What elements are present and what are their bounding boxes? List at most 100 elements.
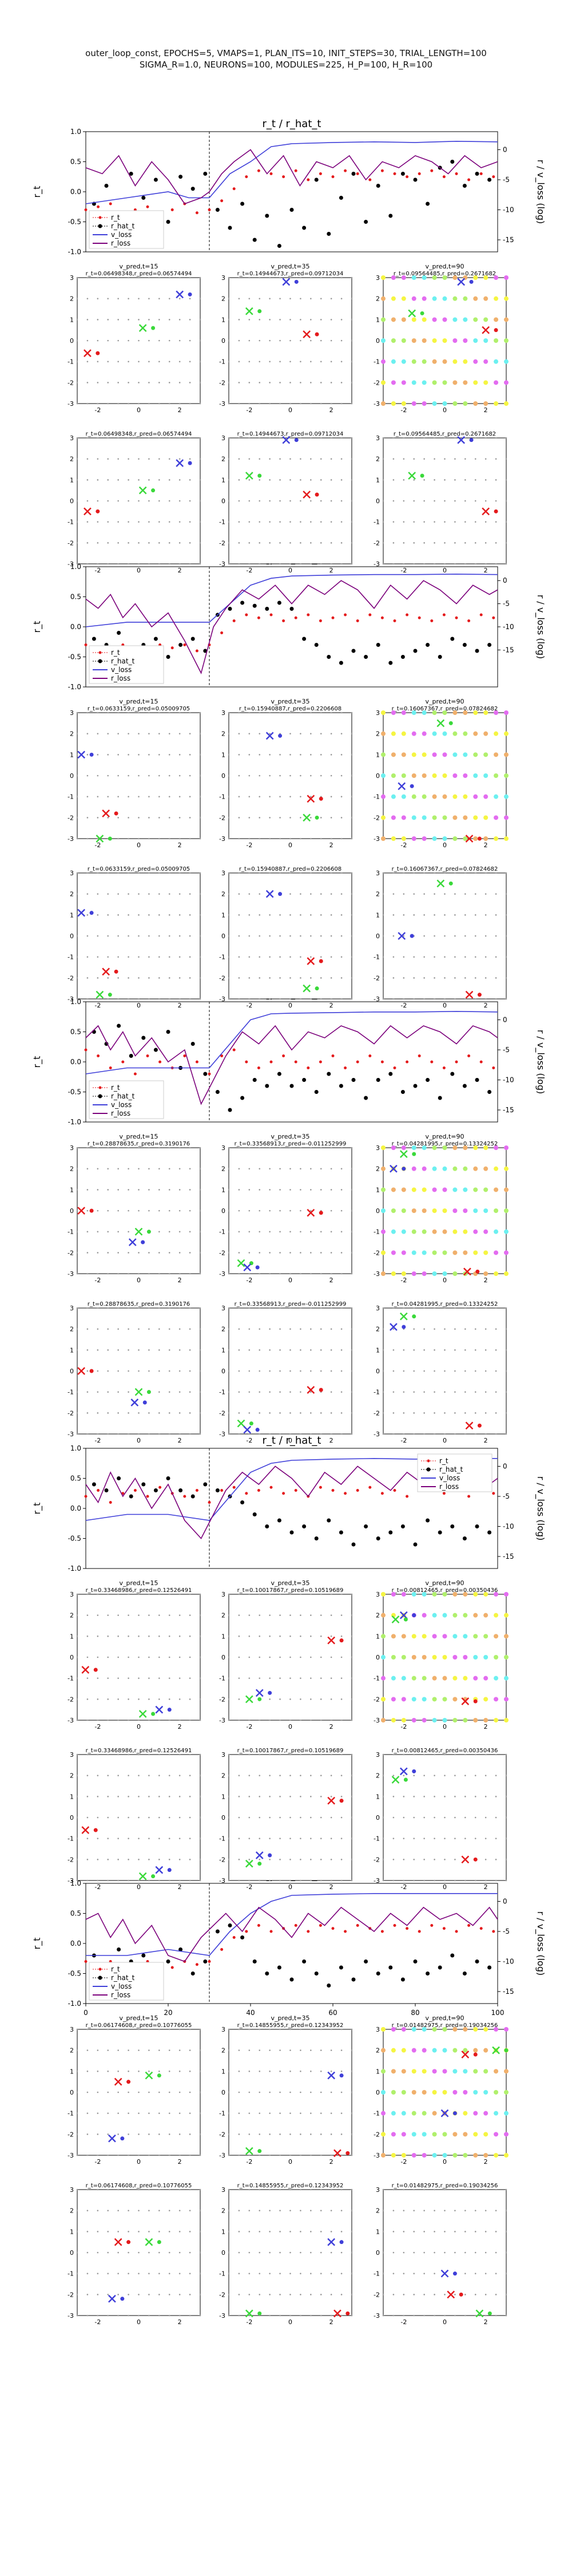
grid-dot bbox=[351, 1412, 353, 1414]
grid-dot bbox=[269, 1210, 271, 1212]
grid-dot bbox=[330, 2251, 332, 2254]
grid-dot bbox=[434, 1370, 435, 1372]
grid-dot bbox=[128, 1656, 129, 1658]
point-r-hat_t bbox=[302, 1078, 307, 1082]
grid-dot bbox=[199, 2314, 201, 2317]
grid-dot bbox=[444, 914, 446, 916]
grid-dot bbox=[158, 1273, 160, 1275]
grid-dot bbox=[279, 1816, 281, 1819]
grid-dot bbox=[310, 2091, 312, 2093]
x-tick-label: 2 bbox=[484, 1883, 488, 1891]
grid-dot bbox=[340, 2231, 343, 2233]
grid-dot bbox=[289, 458, 291, 460]
grid-dot bbox=[148, 479, 150, 481]
goal-dot bbox=[257, 1697, 262, 1701]
agent-x-marker bbox=[138, 1872, 147, 1880]
grid-dot bbox=[117, 1816, 119, 1819]
grid-dot bbox=[228, 2028, 230, 2030]
grid-dot bbox=[138, 1614, 140, 1616]
grid-dot bbox=[128, 1816, 129, 1819]
grid-dot bbox=[505, 1859, 507, 1860]
grid-dot bbox=[434, 1307, 435, 1309]
grid-dot bbox=[117, 298, 119, 299]
grid-dot bbox=[463, 1166, 468, 1171]
grid-dot bbox=[351, 935, 353, 937]
grid-dot bbox=[351, 1273, 353, 1275]
grid-dot bbox=[76, 500, 78, 502]
y-tick-label: -1 bbox=[219, 358, 225, 366]
grid-dot bbox=[107, 956, 109, 958]
grid-dot bbox=[411, 1634, 416, 1639]
grid-dot bbox=[158, 1210, 160, 1212]
grid-dot bbox=[504, 794, 509, 799]
grid-dot bbox=[340, 1189, 343, 1191]
y-tick-label: 1 bbox=[376, 751, 380, 758]
grid-dot bbox=[128, 1433, 129, 1435]
grid-dot bbox=[259, 775, 261, 777]
grid-dot bbox=[228, 1273, 230, 1275]
grid-dot bbox=[351, 1656, 353, 1658]
legend-marker bbox=[98, 1976, 102, 1980]
legend-marker bbox=[98, 659, 102, 663]
y-tick-label: 1 bbox=[221, 751, 225, 758]
point-r-hat_t bbox=[265, 1971, 269, 1976]
grid-dot bbox=[382, 977, 384, 979]
y-tick-label: 3 bbox=[376, 709, 380, 717]
y-tick-label: 3 bbox=[70, 2026, 74, 2033]
grid-dot bbox=[138, 1635, 140, 1637]
grid-dot bbox=[97, 2049, 99, 2051]
grid-dot bbox=[76, 339, 78, 342]
grid-dot bbox=[473, 317, 478, 322]
agent-x-marker bbox=[327, 2238, 336, 2246]
grid-dot bbox=[340, 1796, 343, 1797]
grid-dot bbox=[86, 1719, 89, 1721]
grid-dot bbox=[248, 563, 251, 565]
grid-dot bbox=[259, 1307, 261, 1309]
grid-dot bbox=[452, 1592, 458, 1597]
grid-dot bbox=[351, 2314, 353, 2317]
grid-dot bbox=[495, 1753, 497, 1756]
grid-dot bbox=[330, 1328, 332, 1330]
grid-dot bbox=[128, 1775, 129, 1776]
grid-dot bbox=[382, 479, 384, 481]
grid-dot bbox=[117, 893, 119, 895]
grid-dot bbox=[392, 458, 395, 460]
point-r-t bbox=[368, 1485, 372, 1489]
grid-dot bbox=[97, 2071, 99, 2072]
grid-dot bbox=[504, 1208, 509, 1213]
grid-dot bbox=[381, 1145, 386, 1150]
grid-dot bbox=[148, 998, 150, 1000]
grid-dot bbox=[248, 1796, 251, 1797]
grid-dot bbox=[392, 872, 395, 874]
point-r-t bbox=[84, 643, 88, 646]
grid-dot bbox=[279, 361, 281, 362]
grid-dot bbox=[269, 1838, 271, 1839]
y-tick-label: -1 bbox=[374, 1389, 380, 1396]
goal-dot bbox=[146, 1230, 151, 1234]
grid-dot bbox=[494, 1697, 499, 1702]
grid-dot bbox=[269, 1370, 271, 1372]
grid-dot bbox=[178, 361, 181, 362]
y-tick-label: 0 bbox=[70, 772, 74, 780]
point-r-t bbox=[282, 175, 285, 179]
grid-dot bbox=[178, 1796, 181, 1797]
grid-dot bbox=[310, 1614, 312, 1616]
grid-dot bbox=[452, 401, 458, 406]
grid-dot bbox=[228, 500, 230, 502]
grid-dot bbox=[442, 2069, 447, 2074]
y-tick-label: -3 bbox=[67, 2152, 74, 2159]
x-tick-label: 2 bbox=[178, 841, 182, 849]
y-tick-label: 2 bbox=[376, 1326, 380, 1333]
grid-dot bbox=[269, 754, 271, 756]
grid-dot bbox=[432, 1613, 437, 1618]
grid-dot bbox=[495, 1349, 497, 1351]
grid-dot bbox=[320, 298, 322, 299]
y-tick-label: 3 bbox=[221, 870, 225, 877]
grid-dot bbox=[279, 319, 281, 321]
grid-dot bbox=[199, 733, 201, 734]
grid-dot bbox=[289, 319, 291, 321]
y-tick-label: 2 bbox=[376, 891, 380, 898]
grid-dot bbox=[340, 817, 343, 819]
scatter-panel-1-top-1: v_pred,t=15r_t=0.06498348,r_pred=0.06574… bbox=[67, 263, 201, 414]
point-r-hat_t bbox=[339, 1965, 343, 1970]
